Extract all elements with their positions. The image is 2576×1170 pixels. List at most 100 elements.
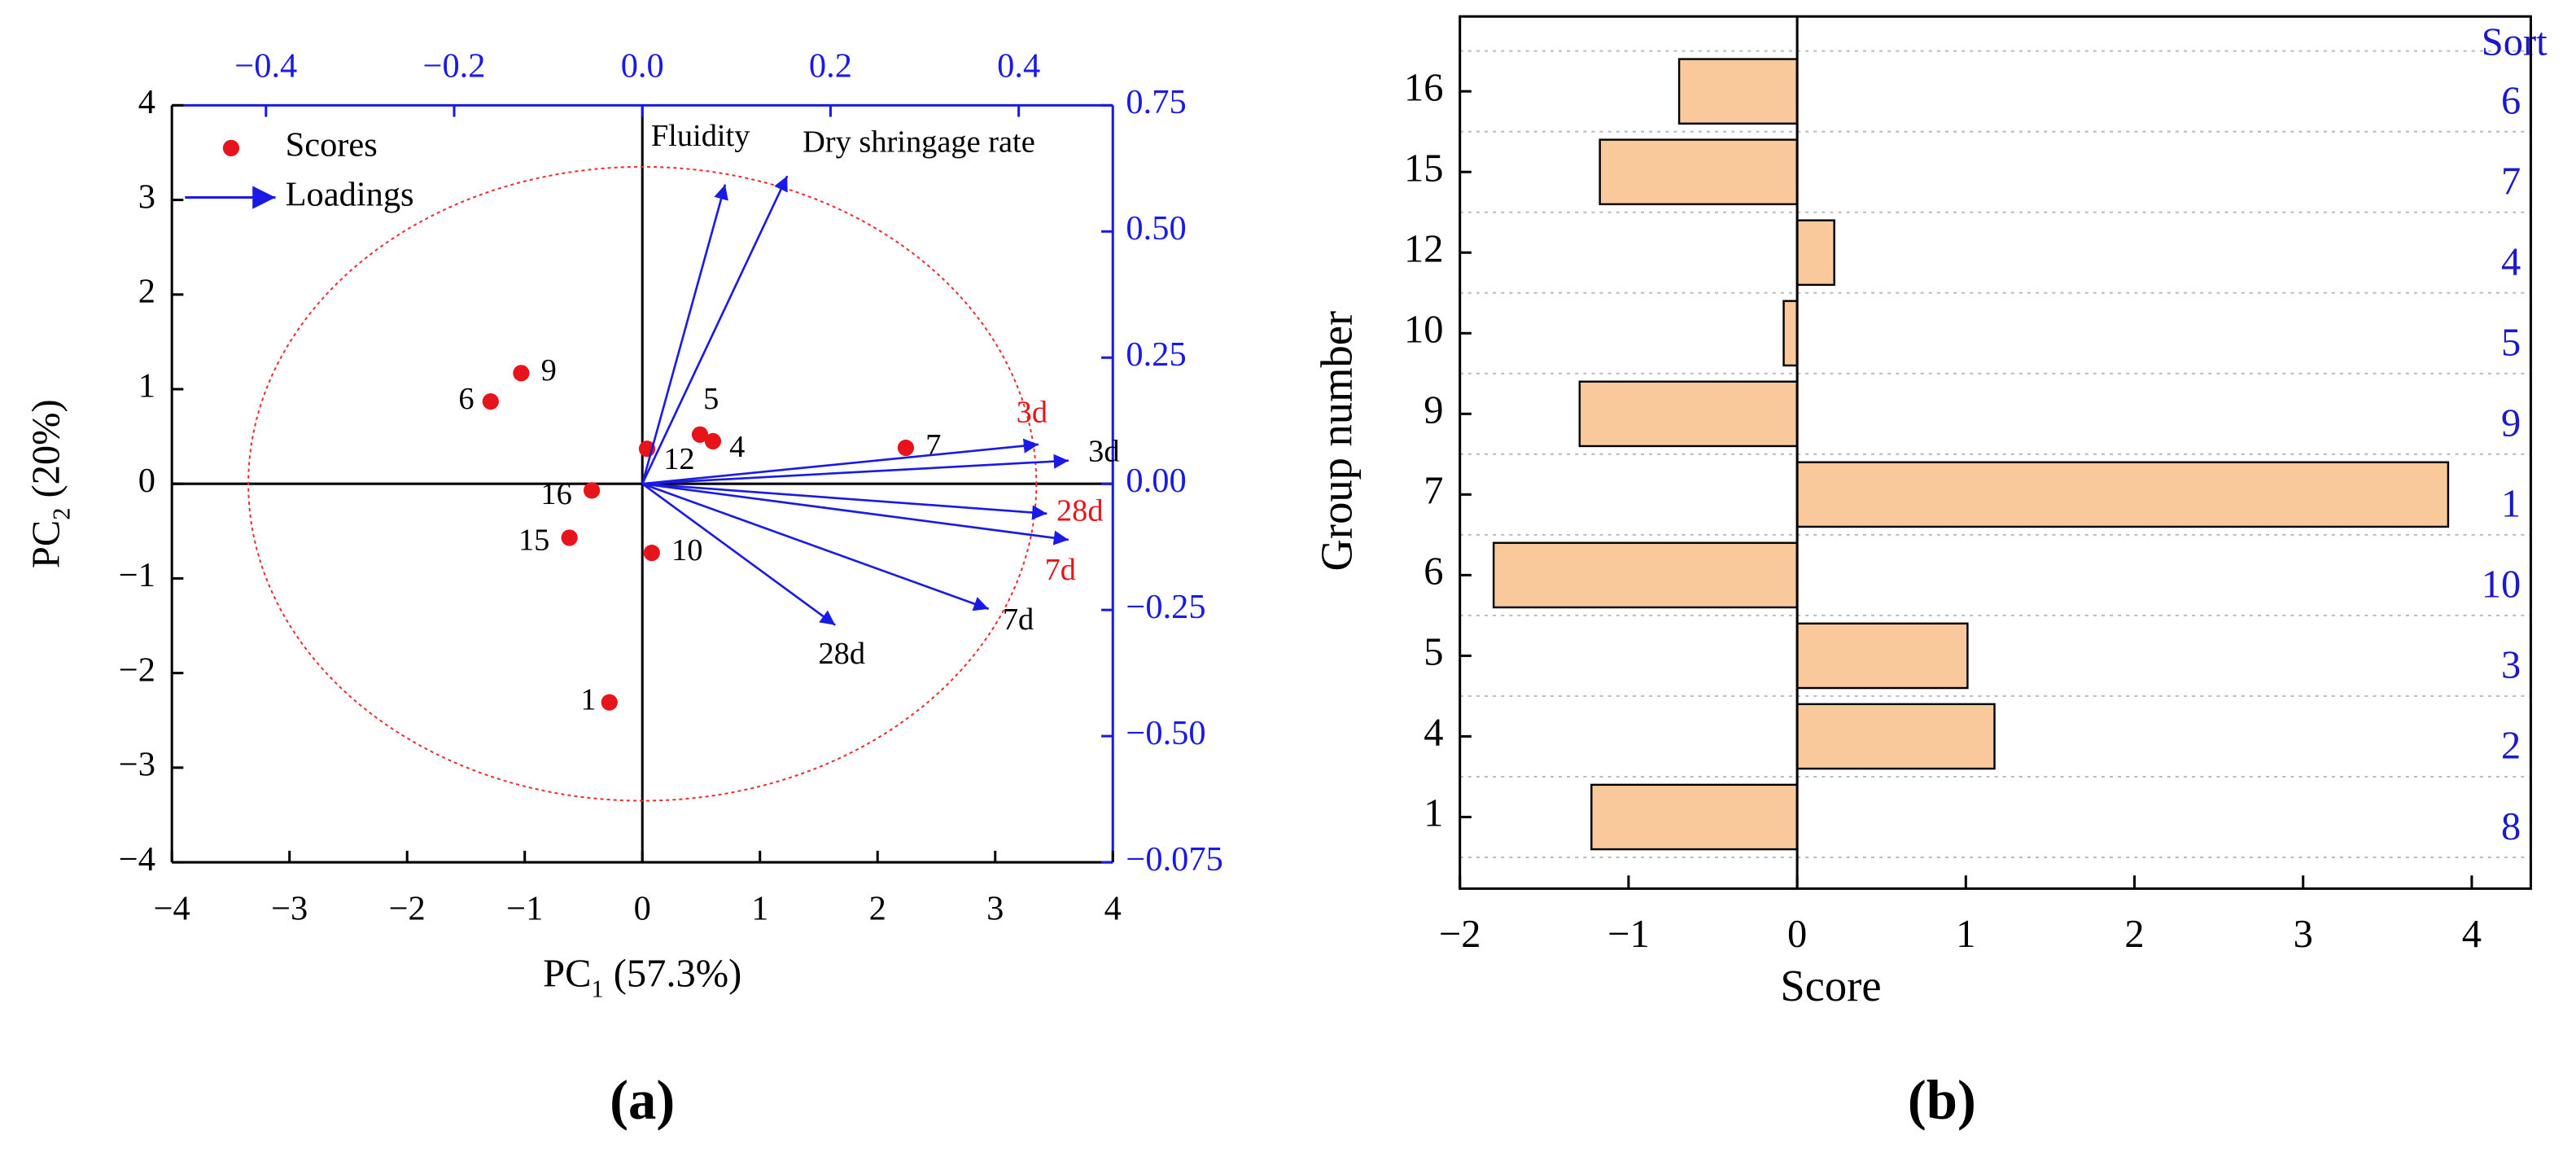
x2-tick-label: 0.0 <box>621 47 664 85</box>
axis-label-part: (57.3%) <box>604 953 742 996</box>
score-point <box>704 432 722 450</box>
sort-label: 6 <box>2501 79 2521 122</box>
x-tick-label: 1 <box>751 889 768 927</box>
y-tick-label: 1 <box>138 367 155 405</box>
y-tick-label: 2 <box>138 273 155 311</box>
point-label: 9 <box>541 353 557 388</box>
y2-tick-label: −0.50 <box>1126 714 1205 752</box>
legend-label: Loadings <box>286 175 414 213</box>
bar <box>1492 541 1799 609</box>
bar <box>1795 219 1835 287</box>
axis-label-part: PC <box>25 520 68 568</box>
panel-label: (a) <box>610 1069 675 1131</box>
loading-arrow <box>642 454 1069 485</box>
y-tick-label: 5 <box>1424 631 1443 674</box>
x-tick-label: −1 <box>1607 913 1650 956</box>
y-tick-label: 15 <box>1404 147 1444 190</box>
score-point <box>897 439 915 457</box>
y2-tick-label: −0.25 <box>1126 588 1205 626</box>
axis-label-part: PC <box>543 953 591 996</box>
sort-label: 2 <box>2501 725 2521 768</box>
sort-label: 3 <box>2501 644 2521 687</box>
point-label: 10 <box>671 533 702 567</box>
x-tick-label: −2 <box>1439 913 1481 956</box>
loading-label: 3d <box>1017 395 1047 429</box>
bar <box>1795 703 1996 770</box>
sort-label: 4 <box>2501 241 2521 284</box>
loading-label: 28d <box>819 637 866 671</box>
x-tick-label: −3 <box>271 889 308 927</box>
x2-tick-label: −0.4 <box>234 47 297 85</box>
point-label: 4 <box>729 430 745 464</box>
x-axis-label: Score <box>1780 961 1881 1010</box>
x2-tick-label: 0.4 <box>997 47 1040 85</box>
x-tick-label: −4 <box>154 889 190 927</box>
x-tick-label: 4 <box>2462 913 2482 956</box>
x-tick-label: 2 <box>869 889 886 927</box>
sort-label: 9 <box>2501 402 2521 445</box>
y-tick-label: 4 <box>1424 712 1443 755</box>
loading-label: Fluidity <box>651 119 750 153</box>
y-tick-label: 7 <box>1424 469 1443 512</box>
bar <box>1677 58 1799 125</box>
loading-label: 28d <box>1056 494 1104 528</box>
point-label: 1 <box>580 682 596 716</box>
point-label: 15 <box>518 523 549 557</box>
plot-frame <box>1459 15 2532 890</box>
x-tick-label: 3 <box>2294 913 2313 956</box>
y-tick-label: −4 <box>119 840 155 879</box>
y-tick-label: 0 <box>138 462 155 500</box>
y2-tick-label: −0.075 <box>1126 840 1222 879</box>
x2-tick-label: −0.2 <box>423 47 486 85</box>
y-tick-label: 9 <box>1424 388 1443 432</box>
loading-arrow <box>641 482 990 611</box>
bar <box>1795 622 1969 690</box>
y2-tick-label: 0.75 <box>1126 83 1186 121</box>
y-tick-label: 1 <box>1424 792 1443 835</box>
point-label: 16 <box>540 477 571 511</box>
point-label: 6 <box>458 382 474 416</box>
loading-label: 7d <box>1003 603 1034 637</box>
x-tick-label: −1 <box>506 889 543 927</box>
axis-label-sub: 1 <box>591 975 603 1002</box>
y-tick-label: 10 <box>1404 308 1444 351</box>
sort-title: Sort <box>2482 21 2548 64</box>
sort-label: 7 <box>2501 160 2521 203</box>
y-tick-label: 3 <box>138 177 155 216</box>
y2-tick-label: 0.25 <box>1126 335 1186 374</box>
loading-label: 7d <box>1045 553 1076 587</box>
point-label: 5 <box>703 382 719 416</box>
loading-arrow <box>642 482 1069 546</box>
bar <box>1578 380 1799 448</box>
x-tick-label: 0 <box>1787 913 1807 956</box>
score-point <box>691 426 709 443</box>
score-point <box>643 544 660 562</box>
panel-label: (b) <box>1908 1069 1976 1131</box>
x2-tick-label: 0.2 <box>809 47 852 85</box>
x-tick-label: 4 <box>1104 889 1122 927</box>
score-point <box>482 392 499 410</box>
x-tick-label: 3 <box>986 889 1004 927</box>
y-axis-label: Group number <box>1312 311 1362 572</box>
score-point <box>601 694 618 711</box>
point-label: 12 <box>663 442 694 476</box>
y2-tick-label: 0.50 <box>1126 209 1186 248</box>
bar <box>1795 461 2450 528</box>
y-tick-label: −2 <box>119 651 155 689</box>
loading-arrow <box>642 482 1047 520</box>
y2-tick-label: 0.00 <box>1126 462 1186 500</box>
sort-label: 8 <box>2501 805 2521 848</box>
legend-marker <box>222 139 240 157</box>
y-tick-label: −1 <box>119 556 155 594</box>
correlation-circle <box>247 165 1038 802</box>
legend-label: Scores <box>286 126 378 164</box>
x-tick-label: 0 <box>634 889 651 927</box>
sort-label: 10 <box>2482 563 2521 607</box>
sort-label: 5 <box>2501 322 2521 365</box>
x-tick-label: −2 <box>389 889 426 927</box>
y-tick-label: 6 <box>1424 550 1443 593</box>
loading-label: Dry shringage rate <box>803 125 1035 160</box>
score-point <box>513 365 530 382</box>
bar <box>1590 783 1799 851</box>
y-tick-label: 12 <box>1404 227 1444 270</box>
